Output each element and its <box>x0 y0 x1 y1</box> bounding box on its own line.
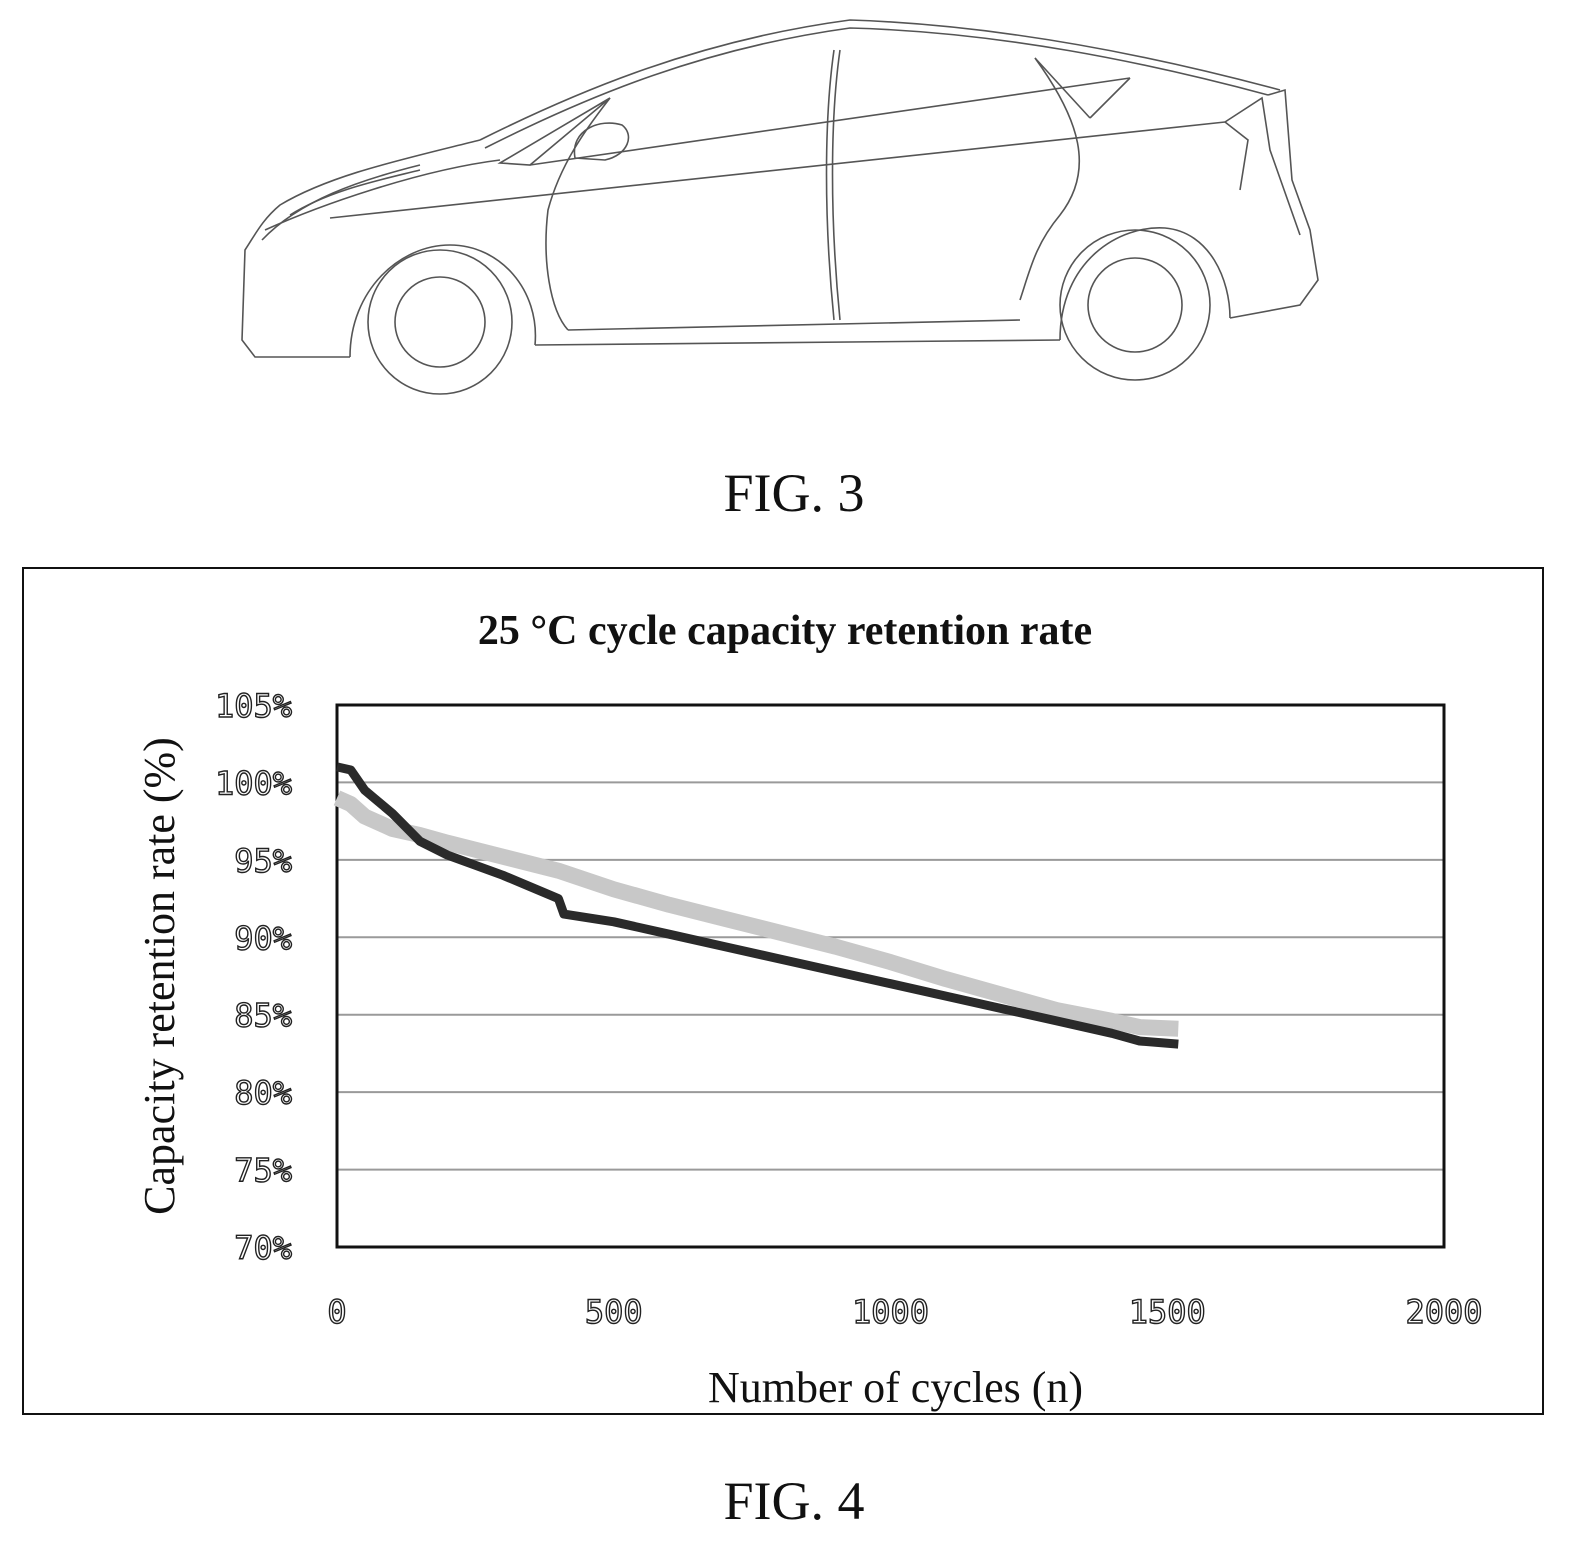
y-tick-label: 85% <box>234 997 292 1035</box>
car-illustration <box>241 19 1319 395</box>
gridlines <box>337 704 1444 1248</box>
y-tick-label: 70% <box>234 1229 292 1267</box>
series-line-2 <box>333 790 1179 1037</box>
fig3-caption: FIG. 3 <box>723 463 865 523</box>
y-tick-label: 75% <box>234 1152 292 1190</box>
x-tick-label: 1500 <box>1129 1293 1206 1331</box>
y-tick-label: 100% <box>215 764 292 802</box>
x-tick-label: 500 <box>585 1293 643 1331</box>
y-tick-labels: 70% 75% 80% 85% 90% 95% 100% 105% <box>214 686 292 1267</box>
plot-area-border <box>335 703 1446 1249</box>
y-axis-title: Capacity retention rate (%) <box>135 737 184 1215</box>
series-layer <box>333 762 1179 1049</box>
y-tick-label: 95% <box>234 842 292 880</box>
x-tick-label: 2000 <box>1405 1293 1482 1331</box>
x-axis-title: Number of cycles (n) <box>708 1363 1083 1412</box>
x-tick-label: 1000 <box>852 1293 929 1331</box>
chart-svg: 70% 75% 80% 85% 90% 95% 100% 105% 0 500 1000 1500 2… <box>135 686 1484 1412</box>
y-tick-label: 105% <box>215 687 292 725</box>
series-line-1 <box>336 762 1179 1049</box>
x-tick-label: 0 <box>327 1293 346 1331</box>
chart-frame: 25 °C cycle capacity retention rate 70% 7… <box>22 567 1544 1415</box>
y-tick-label: 80% <box>234 1074 292 1112</box>
car-body-outline <box>241 19 1319 395</box>
chart-title: 25 °C cycle capacity retention rate <box>477 608 1093 654</box>
x-tick-labels: 0 500 1000 1500 2000 <box>327 1292 1484 1331</box>
y-tick-label: 90% <box>234 919 292 957</box>
fig4-caption: FIG. 4 <box>723 1471 865 1531</box>
